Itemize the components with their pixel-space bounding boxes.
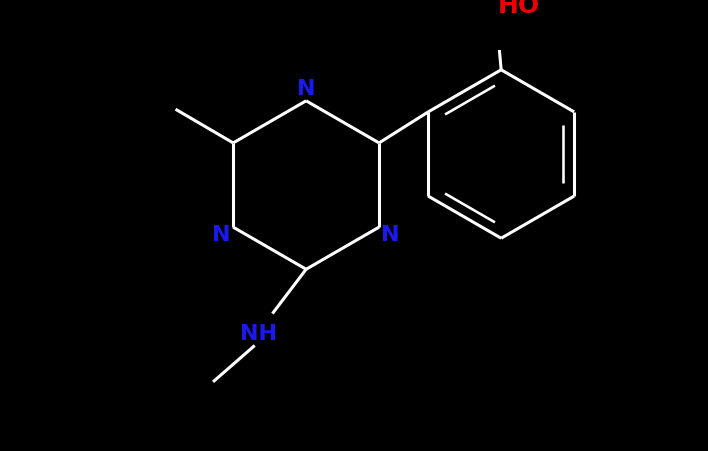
- Text: N: N: [297, 78, 315, 98]
- Text: N: N: [382, 224, 400, 244]
- Text: N: N: [212, 224, 231, 244]
- Text: HO: HO: [498, 0, 540, 18]
- Text: NH: NH: [240, 323, 277, 343]
